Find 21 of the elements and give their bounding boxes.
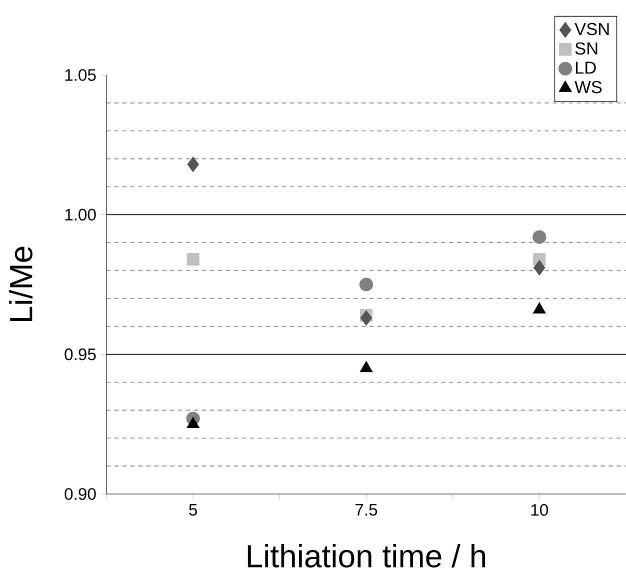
point xyxy=(532,230,546,244)
point xyxy=(359,278,374,292)
x-tick-label: 5 xyxy=(189,504,198,516)
legend-label: SN xyxy=(575,42,598,55)
point xyxy=(360,310,372,326)
y-tick-label: 1.00 xyxy=(65,208,96,221)
point xyxy=(187,156,199,172)
y-axis-title: Li/Me xyxy=(8,246,32,321)
x-tick-label: 10 xyxy=(531,504,548,516)
x-tick-label: 7.5 xyxy=(356,504,378,516)
y-tick-label: 0.95 xyxy=(64,348,96,360)
y-tick-label: 0.90 xyxy=(64,488,96,500)
point xyxy=(186,416,200,428)
legend-label: LD xyxy=(576,62,596,74)
point xyxy=(534,260,546,276)
legend-label: WS xyxy=(574,80,602,94)
legend-label: VSN xyxy=(574,22,609,36)
point xyxy=(186,253,200,266)
point xyxy=(360,360,373,372)
y-tick-label: 1.05 xyxy=(65,69,96,81)
x-axis-title: Lithiation time / h xyxy=(248,544,486,568)
